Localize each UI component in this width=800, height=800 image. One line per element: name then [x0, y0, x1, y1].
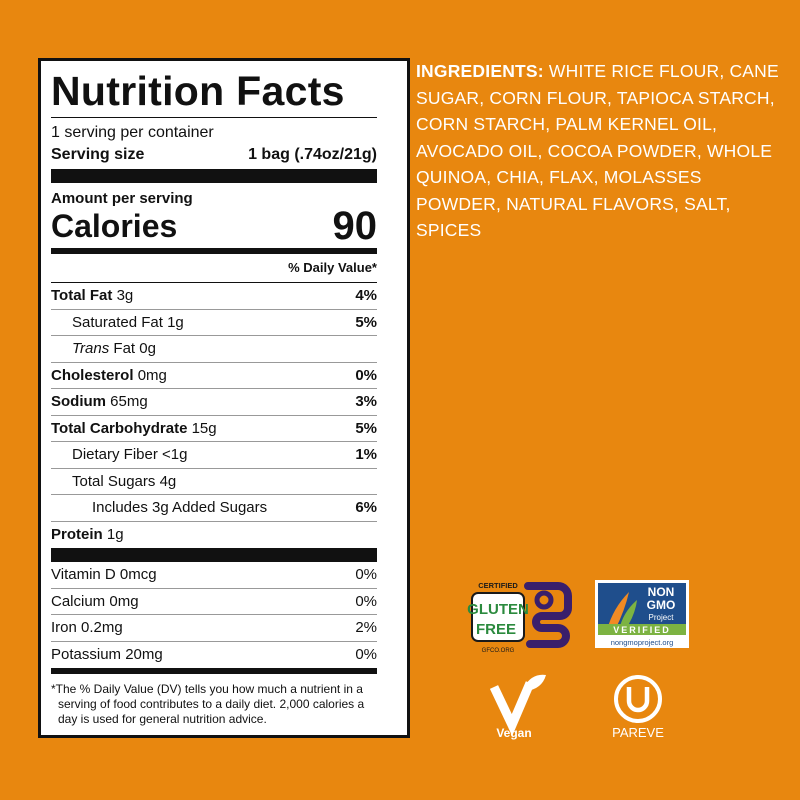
thick-bar: [51, 548, 377, 562]
nutrient-row: Trans Fat 0g: [51, 336, 377, 363]
dv: 0%: [355, 592, 377, 610]
logo-icon: [524, 582, 572, 648]
pareve-logo: PAREVE: [612, 675, 664, 740]
nutrient: Sodium: [51, 393, 106, 410]
ingredients-heading: INGREDIENTS:: [416, 61, 544, 81]
amount: 4g: [159, 472, 177, 490]
nutrient-row: Dietary Fiber <1g 1%: [51, 442, 377, 469]
amount: 65mg: [110, 393, 148, 410]
amount: <1g: [162, 446, 188, 463]
thick-bar: [51, 169, 377, 183]
dv: 2%: [355, 619, 377, 636]
logo-text: GLUTEN: [467, 601, 529, 618]
logo-icon: [607, 592, 629, 630]
amount: 0mg: [137, 366, 167, 384]
label-inner: Nutrition Facts 1 serving per container …: [51, 61, 377, 727]
logo-icon: [524, 674, 546, 691]
amount: 0.2mg: [81, 619, 123, 636]
vegan-logo: Vegan: [489, 674, 546, 740]
vitamin-row: Potassium 20mg 0%: [51, 642, 377, 669]
amount: 15g: [191, 419, 217, 437]
dv: 5%: [355, 313, 377, 331]
amount: 1g: [106, 525, 124, 543]
nutrient: Fat: [113, 340, 136, 357]
calories: Calories 90: [51, 204, 378, 248]
servings: 1 serving per container: [51, 124, 214, 141]
dv: 5%: [355, 419, 377, 437]
logo-text: CERTIFIED: [478, 581, 518, 590]
logo-text: Vegan: [496, 726, 531, 740]
dv: 1%: [355, 446, 377, 463]
amount: 1g: [167, 313, 184, 331]
logo-text: GMO: [647, 598, 676, 612]
nutrient-row: Total Carbohydrate 15g 5%: [51, 416, 377, 442]
amount: 20mg: [125, 645, 163, 663]
ingredients-text: WHITE RICE FLOUR, CANE SUGAR, CORN FLOUR…: [416, 61, 779, 240]
dv: 6%: [355, 499, 377, 516]
nutrient: Protein: [51, 525, 103, 543]
medium-bar: [51, 248, 377, 254]
nutrient-row: Saturated Fat 1g 5%: [51, 310, 377, 336]
nutrient: Dietary Fiber: [72, 446, 158, 463]
amount: 0mg: [109, 592, 139, 610]
logo-text: FREE: [476, 621, 516, 638]
dv: 0%: [355, 566, 377, 583]
nutrient: Saturated Fat: [72, 313, 163, 331]
logo-text: Project: [649, 613, 675, 622]
nutrient-row: Sodium 65mg 3%: [51, 389, 377, 416]
nutrient: Total Fat: [51, 287, 113, 304]
calories-value: 90: [332, 204, 378, 248]
amount: 0mcg: [119, 566, 157, 583]
nutrient-row: Protein 1g: [51, 522, 377, 549]
logo-band: [598, 624, 686, 635]
gluten-free-logo: CERTIFIED GLUTEN FREE GFCO.ORG: [467, 581, 572, 654]
ingredients: INGREDIENTS: WHITE RICE FLOUR, CANE SUGA…: [416, 58, 786, 244]
logo-box: [471, 592, 525, 642]
vitamin-row: Iron 0.2mg 2%: [51, 615, 377, 642]
logo-text: nongmoproject.org: [611, 638, 674, 647]
non-gmo-logo: NON GMO Project VERIFIED nongmoproject.o…: [595, 580, 689, 648]
nutrient: Total Carbohydrate: [51, 419, 188, 437]
nutrient: Cholesterol: [51, 366, 134, 384]
nutrient-row: Includes 3g Added Sugars 6%: [51, 495, 377, 522]
dv: 3%: [355, 393, 377, 410]
dv: 0%: [355, 366, 377, 384]
vitamin: Potassium: [51, 645, 122, 663]
nutrient-row: Cholesterol 0mg 0%: [51, 363, 377, 389]
logo-text: PAREVE: [612, 725, 664, 740]
vitamin: Vitamin D: [51, 566, 116, 583]
logo-icon: [534, 590, 554, 610]
label-title: Nutrition Facts: [51, 61, 377, 118]
nutrition-label: Nutrition Facts 1 serving per container …: [38, 58, 410, 738]
logo-icon: [614, 675, 662, 723]
medium-bar: [51, 668, 377, 674]
logo-text: NON: [648, 585, 675, 599]
vitamin-row: Calcium 0mg 0%: [51, 589, 377, 615]
nutrient-row: Total Sugars 4g: [51, 469, 377, 495]
nutrient-row: Total Fat 3g 4%: [51, 283, 377, 310]
serving-label: Serving size: [51, 146, 145, 163]
nutrient: Includes 3g Added Sugars: [92, 499, 268, 516]
amount: 3g: [116, 287, 134, 304]
vitamin: Iron: [51, 619, 77, 636]
dv: 0%: [355, 645, 377, 663]
vitamin-row: Vitamin D 0mcg 0%: [51, 562, 377, 589]
logo-icon: [619, 600, 637, 630]
nutrient-italic: Trans: [72, 340, 110, 357]
logo-text: VERIFIED: [613, 625, 671, 635]
daily-value-header: % Daily Value*: [51, 254, 377, 283]
nutrient: Total Sugars: [72, 472, 156, 490]
footnote: *The % Daily Value (DV) tells you how mu…: [51, 682, 365, 726]
logo-text: GFCO.ORG: [482, 648, 515, 654]
calories-label: Calories: [51, 208, 178, 244]
dv: 4%: [355, 287, 377, 304]
logo-icon: [626, 687, 650, 713]
serving-size: Serving size 1 bag (.74oz/21g): [51, 144, 377, 166]
logo-icon: [489, 681, 535, 736]
amount: 0g: [139, 340, 156, 357]
serving-value: 1 bag (.74oz/21g): [248, 146, 377, 163]
vitamin: Calcium: [51, 592, 106, 610]
amount-per-serving: Amount per serving: [51, 190, 193, 207]
